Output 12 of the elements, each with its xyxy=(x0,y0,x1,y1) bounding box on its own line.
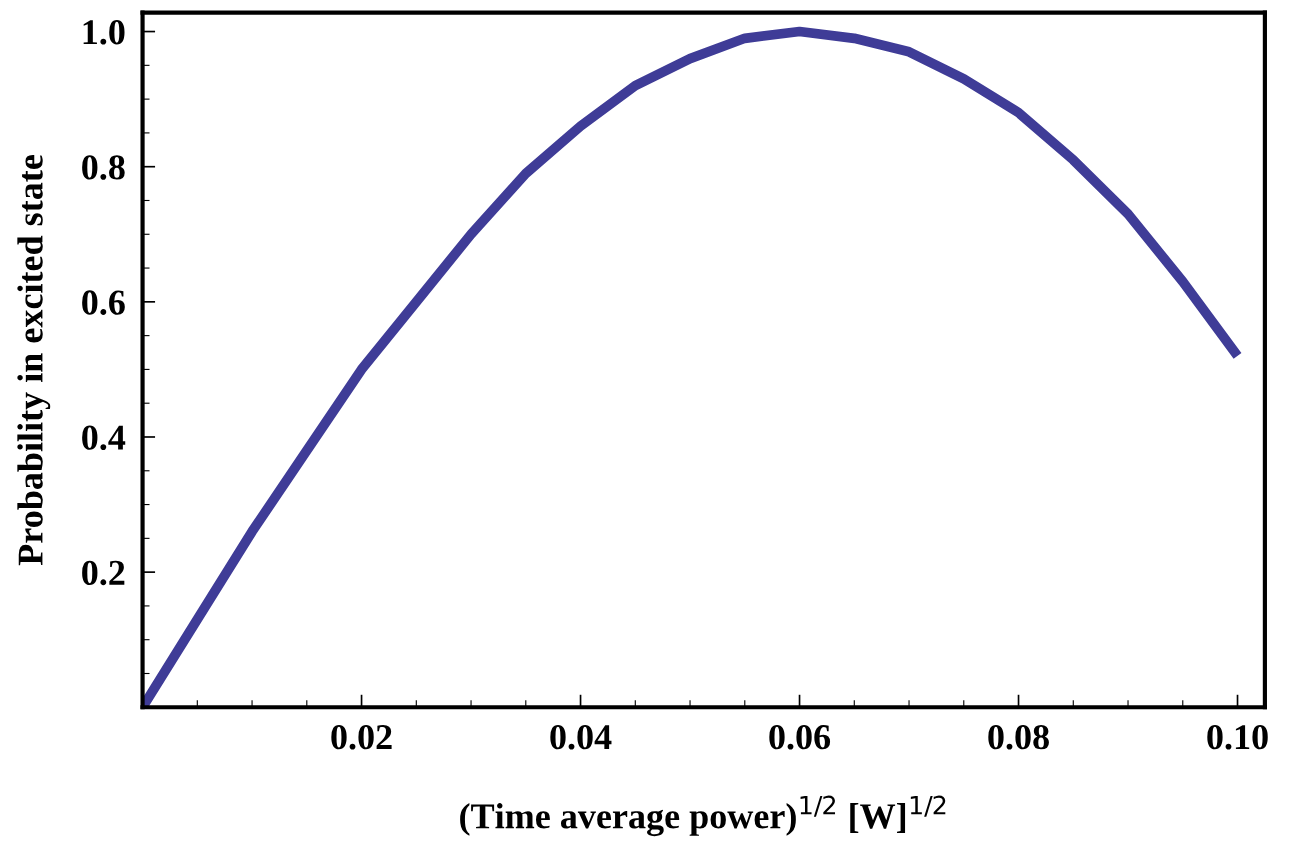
y-tick-label: 0.8 xyxy=(82,155,125,180)
x-axis-title: (Time average power)$^{1/2}$ [W]$^{1/2}$ xyxy=(460,795,946,837)
y-tick-label: 0.6 xyxy=(82,290,125,315)
x-tick-label: 0.10 xyxy=(1207,724,1268,750)
y-tick-label: 0.2 xyxy=(82,560,125,586)
x-tick-label: 0.02 xyxy=(331,724,392,750)
y-tick-label: 1.0 xyxy=(83,20,125,45)
x-tick-label: 0.04 xyxy=(550,724,612,750)
x-tick-label: 0.06 xyxy=(769,724,831,750)
x-tick-label: 0.08 xyxy=(988,724,1049,750)
y-tick-label: 0.4 xyxy=(82,425,126,451)
y-axis-title: Probability in excited state xyxy=(17,155,51,566)
